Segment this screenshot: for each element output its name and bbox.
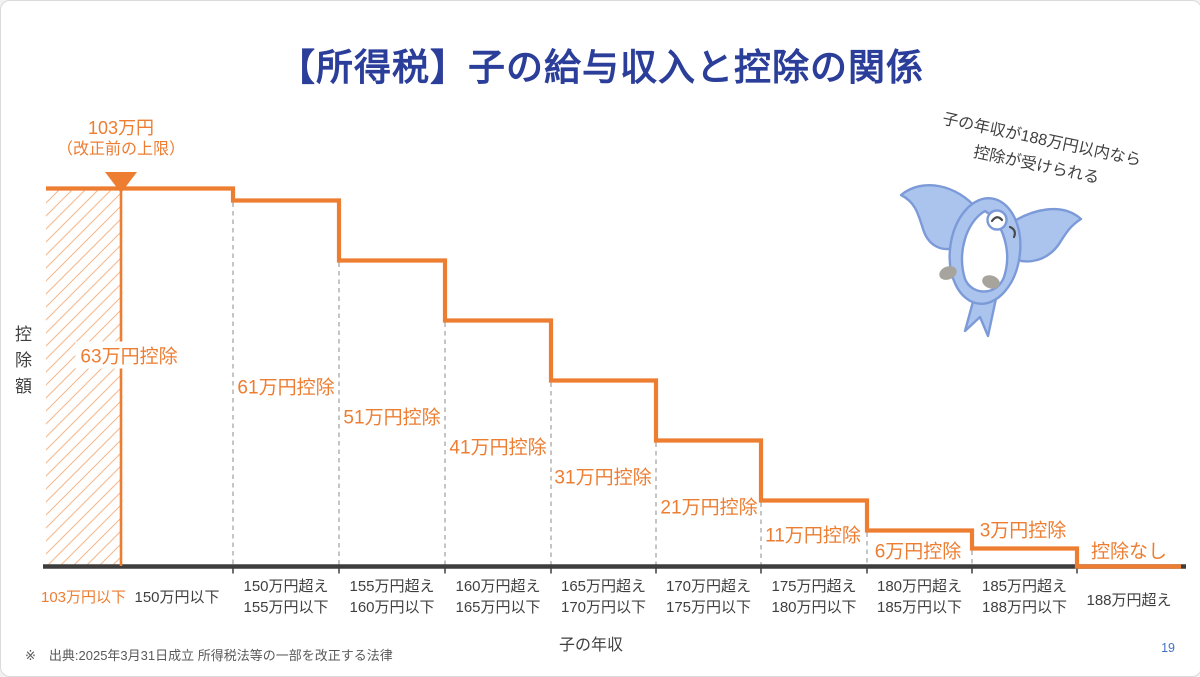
bird-eye-pupil bbox=[990, 216, 1004, 223]
limit-marker-triangle bbox=[105, 172, 137, 193]
blue-bird-mascot-illustration bbox=[899, 184, 1083, 338]
bird-eye bbox=[986, 209, 1008, 231]
page-number: 19 bbox=[1161, 641, 1175, 655]
deduction-step-line bbox=[46, 186, 1181, 569]
x-axis-label: 子の年収 bbox=[558, 637, 624, 654]
limit-label-line2: （改正前の上限） bbox=[56, 141, 186, 158]
limit-label-line1: 103万円 bbox=[87, 118, 155, 138]
source-footnote: ※ 出典:2025年3月31日成立 所得税法等の一部を改正する法律 bbox=[25, 648, 393, 663]
slide-title: 【所得税】子の給与収入と控除の関係 bbox=[278, 47, 924, 88]
bracket-boundary-dashed-lines bbox=[232, 202, 973, 565]
bird-hand-right bbox=[982, 275, 1000, 289]
y-axis-label: 控除額 bbox=[12, 325, 31, 403]
bird-hand-left bbox=[939, 266, 957, 280]
x-axis-ticks bbox=[232, 568, 1078, 574]
bird-right-wing bbox=[1003, 207, 1083, 263]
bird-belly bbox=[960, 209, 1009, 293]
pre-reform-hatched-area bbox=[46, 190, 121, 567]
pre-reform-limit-label: 103万円 （改正前の上限） bbox=[57, 117, 185, 160]
bird-beak bbox=[1008, 225, 1016, 239]
